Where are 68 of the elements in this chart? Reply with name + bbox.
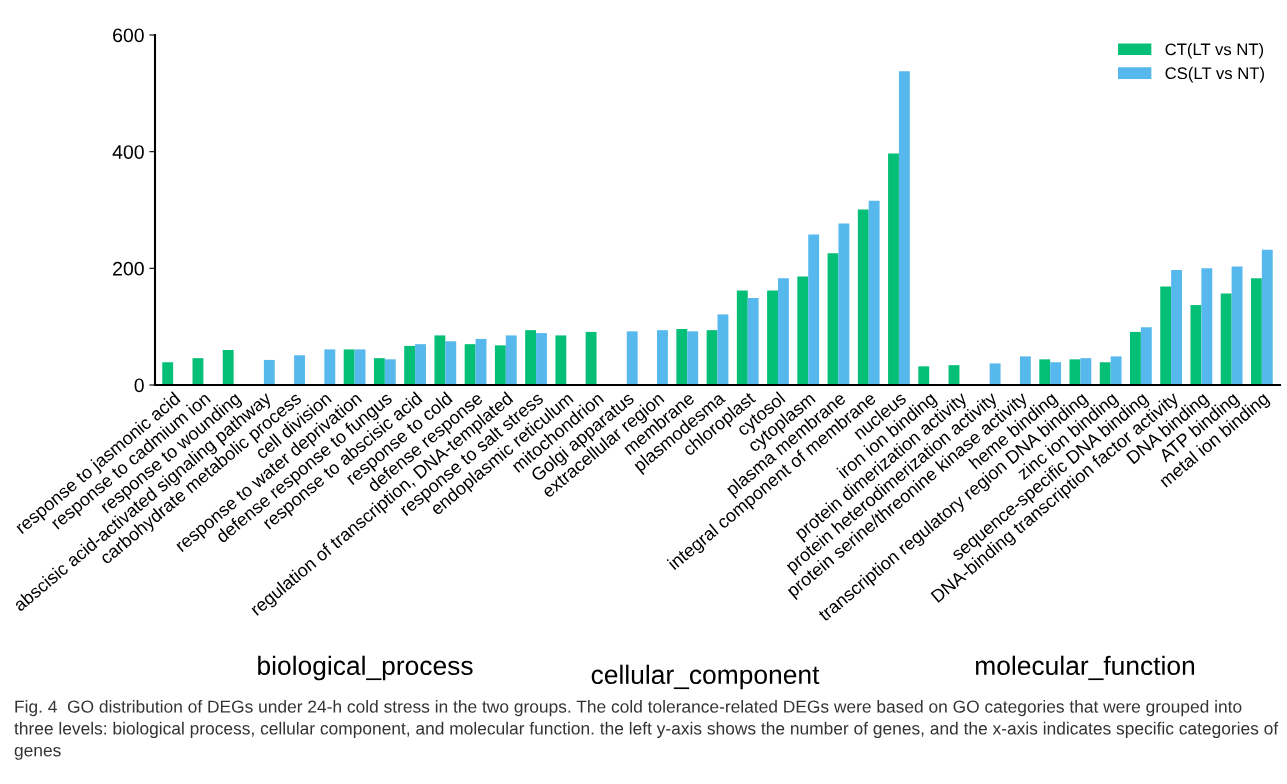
bar [494, 345, 506, 385]
bar [162, 362, 174, 385]
bar [536, 333, 547, 385]
bar [343, 349, 355, 385]
bar [1080, 358, 1092, 385]
bar [525, 330, 537, 385]
bar [1160, 286, 1172, 385]
bar [797, 276, 809, 385]
bar [918, 366, 930, 385]
bar [687, 331, 699, 385]
bar [555, 335, 567, 385]
bar [404, 345, 416, 385]
bar [857, 209, 869, 385]
bar [898, 71, 910, 385]
bar [1201, 268, 1213, 385]
bar [585, 331, 597, 385]
legend-label: CT(LT vs NT) [1165, 43, 1264, 59]
bar [1190, 305, 1202, 385]
bar [1110, 356, 1122, 385]
bar [657, 330, 668, 385]
bar [464, 344, 476, 385]
bar [626, 331, 638, 385]
bar [777, 278, 789, 385]
bar [767, 290, 778, 385]
text: cellular_component [591, 664, 820, 690]
bar [868, 200, 880, 385]
bar [475, 338, 487, 385]
bar [888, 153, 899, 385]
bar [384, 359, 396, 385]
bar [434, 335, 446, 385]
bar [1231, 266, 1243, 385]
bar [415, 344, 426, 385]
bar [1050, 362, 1062, 385]
bar [222, 350, 234, 385]
y-tick-label: 600 [113, 28, 144, 43]
bar [838, 223, 850, 385]
y-tick-label: 400 [112, 145, 144, 159]
bar [808, 234, 820, 385]
bar [324, 349, 336, 385]
bar [354, 349, 366, 385]
bar [676, 329, 688, 385]
bar [263, 359, 275, 385]
bar [505, 335, 517, 385]
bar [706, 330, 718, 385]
bar [1019, 356, 1031, 385]
bar [1220, 293, 1232, 385]
bar [1099, 362, 1111, 385]
bar [736, 290, 748, 385]
legend-label: CS(LT vs NT) [1165, 66, 1264, 83]
bar [294, 355, 305, 385]
bar [1171, 270, 1183, 385]
bar [1250, 278, 1262, 385]
text: molecular_function [976, 655, 1195, 681]
bar [827, 253, 839, 385]
bar [1069, 359, 1081, 385]
bar [747, 298, 759, 385]
bar [1039, 359, 1051, 385]
bar [1130, 331, 1141, 385]
bar [1140, 327, 1152, 385]
bar [1261, 249, 1273, 385]
y-tick-label: 0 [134, 378, 144, 393]
y-tick-label: 200 [113, 261, 144, 276]
bar [373, 358, 385, 385]
bar [717, 314, 729, 385]
bar [445, 341, 457, 385]
text: biological_process [258, 655, 473, 681]
bar [989, 363, 1001, 385]
caption: Fig. 4 GO distribution of DEGs under 24-h cold stress in the two groups. The cold tolerance-related DEGs were based on GO categories that were grouped into three levels: biological process, cellular component, and molecular function. the left y-axis shows the number of genes, and the x-axis indicates specific categories of genes [14, 700, 1279, 760]
